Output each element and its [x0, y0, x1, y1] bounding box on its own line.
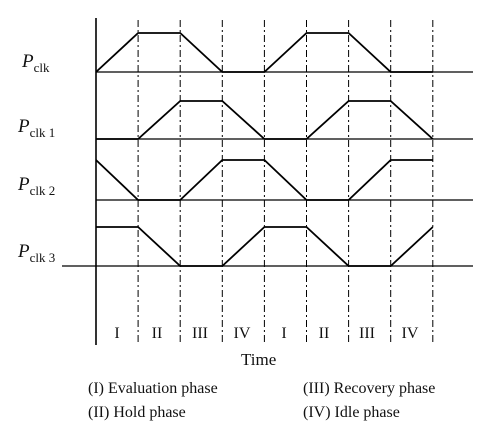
- legend-idle-phase: (IV) Idle phase: [303, 404, 400, 421]
- signal-waveforms: [95, 32, 434, 267]
- phase-label: III: [192, 325, 208, 342]
- signal-waveform: [95, 32, 433, 73]
- phase-label: II: [318, 325, 330, 342]
- legend-hold-phase: (II) Hold phase: [88, 404, 186, 421]
- phase-label: I: [281, 325, 287, 342]
- phase-label: IV: [401, 325, 419, 342]
- time-axis-label: Time: [241, 350, 277, 369]
- signal-waveform: [96, 226, 434, 267]
- signal-waveform: [95, 159, 433, 201]
- signal-label-pclk2: Pclk 2: [18, 174, 56, 198]
- signal-label-pclk3: Pclk 3: [18, 241, 56, 265]
- legend-recovery-phase: (III) Recovery phase: [303, 380, 436, 397]
- signal-baselines: [62, 71, 473, 267]
- signal-label-pclk1: Pclk 1: [18, 116, 56, 140]
- phase-label: I: [114, 325, 120, 342]
- signal-waveform: [96, 100, 434, 140]
- legend-evaluation-phase: (I) Evaluation phase: [88, 380, 218, 397]
- phase-label: II: [151, 325, 163, 342]
- phase-label: III: [359, 325, 375, 342]
- signal-label-pclk: Pclk: [22, 51, 50, 75]
- phase-label: IV: [233, 325, 251, 342]
- phase-dividers: [137, 20, 434, 345]
